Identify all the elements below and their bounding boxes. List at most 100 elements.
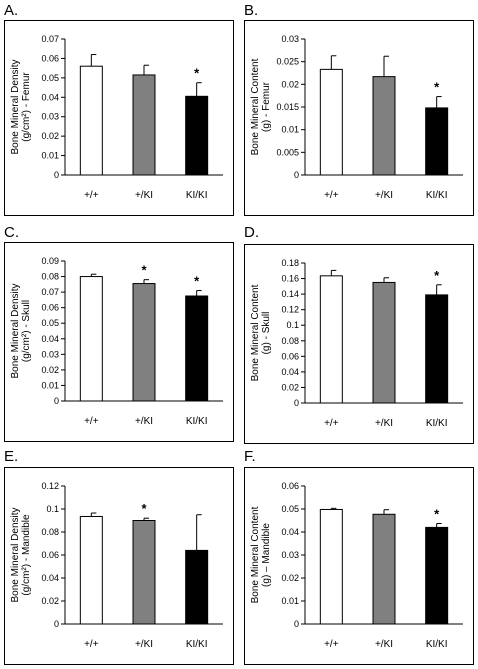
chart-panel-a: 0 0.01 0.02 0.03 0.04 0.05 0.06 0.07 Bone Minera… (4, 20, 234, 216)
y-tick-label: 0.08 (281, 336, 299, 346)
y-tick-label: 0.03 (41, 112, 59, 122)
y-tick-label: 0.025 (276, 57, 299, 67)
y-tick-label: 0.12 (41, 481, 59, 491)
y-tick-label: 0.14 (281, 289, 299, 299)
y-axis-label: (g) - Skull (261, 312, 272, 355)
y-tick-label: 0.16 (281, 274, 299, 284)
chart-svg: 0 0.02 0.04 0.06 0.08 0.1 0.12 0.14 0.16 0.18 Bone… (250, 258, 463, 429)
y-tick-label: 0.1 (286, 320, 299, 330)
y-tick-label: 0.08 (41, 272, 59, 282)
y-tick-label: 0.03 (281, 550, 299, 560)
y-tick-label: 0.18 (281, 258, 299, 268)
y-tick-label: 0.04 (41, 334, 59, 344)
chart-panel-d: 0 0.02 0.04 0.06 0.08 0.1 0.12 0.14 0.16 0.18 Bone… (244, 244, 474, 444)
y-tick-label: 0.02 (281, 79, 299, 89)
bar (79, 515, 103, 625)
x-tick-label: +/+ (324, 190, 339, 201)
y-axis-label: Bone Mineral Content (250, 284, 261, 381)
y-tick-label: 0.04 (281, 367, 299, 377)
y-tick-label: 0.01 (41, 151, 59, 161)
y-tick-label: 0.05 (41, 318, 59, 328)
y-tick-label: 0.02 (41, 131, 59, 141)
significance-marker: * (194, 274, 200, 289)
y-axis-label: Bone Mineral Content (250, 58, 261, 155)
y-axis-label: Bone Mineral Content (250, 506, 261, 603)
y-tick-label: 0.01 (281, 125, 299, 135)
significance-marker: * (141, 501, 147, 516)
y-tick-label: 0.005 (276, 147, 299, 157)
y-axis-label: Bone Mineral Density (10, 59, 21, 154)
x-tick-label: KI/KI (426, 639, 448, 650)
x-tick-label: +/KI (375, 418, 393, 429)
x-tick-label: +/KI (375, 190, 393, 201)
bar (425, 107, 449, 176)
y-tick-label: 0.06 (281, 481, 299, 491)
y-axis-label: (g/cm²) - Femur (21, 72, 32, 142)
y-tick-label: 0.1 (46, 504, 59, 514)
y-tick-label: 0.02 (281, 573, 299, 583)
y-axis-label: (g) – Mandible (261, 523, 272, 587)
significance-marker: * (434, 268, 440, 283)
y-tick-label: 0.02 (41, 365, 59, 375)
y-axis-label: (g/cm²) - Mandible (21, 514, 32, 596)
chart-svg: 0 0.005 0.01 0.015 0.02 0.025 0.03 Bone Mineral… (250, 34, 463, 201)
panel-letter-a: A. (4, 2, 19, 19)
chart-panel-c: 0 0.01 0.02 0.03 0.04 0.05 0.06 0.07 0.08 0.09 Bon… (4, 242, 234, 442)
y-tick-label: 0.03 (41, 349, 59, 359)
y-tick-label: 0.06 (281, 351, 299, 361)
chart-panel-b: 0 0.005 0.01 0.015 0.02 0.025 0.03 Bone Mineral… (244, 20, 474, 216)
bar (185, 295, 209, 402)
chart-svg: 0 0.01 0.02 0.03 0.04 0.05 0.06 Bone Mineral Co… (250, 481, 463, 650)
y-tick-label: 0.04 (41, 92, 59, 102)
bar (132, 74, 156, 176)
y-tick-label: 0.06 (41, 53, 59, 63)
bar (79, 65, 103, 176)
significance-marker: * (194, 66, 200, 81)
x-tick-label: KI/KI (186, 190, 208, 201)
y-tick-label: 0 (54, 396, 59, 406)
y-tick-label: 0 (54, 170, 59, 180)
x-tick-label: +/KI (375, 639, 393, 650)
bar (372, 281, 396, 404)
y-tick-label: 0.06 (41, 303, 59, 313)
x-tick-label: KI/KI (426, 418, 448, 429)
y-tick-label: 0.06 (41, 550, 59, 560)
y-tick-label: 0.02 (41, 596, 59, 606)
y-tick-label: 0.07 (41, 34, 59, 44)
chart-panel-f: 0 0.01 0.02 0.03 0.04 0.05 0.06 Bone Mineral Co… (244, 467, 474, 665)
y-tick-label: 0.07 (41, 287, 59, 297)
y-tick-label: 0.04 (281, 527, 299, 537)
panel-letter-b: B. (244, 2, 259, 19)
y-tick-label: 0.03 (281, 34, 299, 44)
x-tick-label: +/KI (135, 639, 153, 650)
bar (132, 520, 156, 625)
significance-marker: * (141, 263, 147, 278)
x-tick-label: +/+ (84, 639, 99, 650)
y-tick-label: 0 (54, 619, 59, 629)
chart-svg: 0 0.02 0.04 0.06 0.08 0.1 0.12 Bone Mineral Den… (10, 481, 223, 650)
panel-letter-c: C. (4, 224, 19, 241)
bar (319, 508, 343, 625)
y-tick-label: 0.12 (281, 305, 299, 315)
y-tick-label: 0.09 (41, 256, 59, 266)
bar (425, 526, 449, 625)
y-tick-label: 0 (294, 170, 299, 180)
y-tick-label: 0.08 (41, 527, 59, 537)
x-tick-label: +/KI (135, 416, 153, 427)
significance-marker: * (434, 80, 440, 95)
bar (372, 513, 396, 625)
y-tick-label: 0.01 (41, 380, 59, 390)
y-tick-label: 0 (294, 398, 299, 408)
y-tick-label: 0.05 (281, 504, 299, 514)
bar (185, 95, 209, 176)
bar (79, 276, 103, 402)
y-axis-label: Bone Mineral Density (10, 507, 21, 602)
panel-letter-f: F. (244, 448, 256, 465)
panel-letter-e: E. (4, 448, 19, 465)
y-tick-label: 0.05 (41, 73, 59, 83)
x-tick-label: KI/KI (186, 639, 208, 650)
x-tick-label: KI/KI (426, 190, 448, 201)
chart-svg: 0 0.01 0.02 0.03 0.04 0.05 0.06 0.07 Bone Minera… (10, 34, 223, 201)
x-tick-label: +/+ (84, 416, 99, 427)
bar (319, 68, 343, 176)
